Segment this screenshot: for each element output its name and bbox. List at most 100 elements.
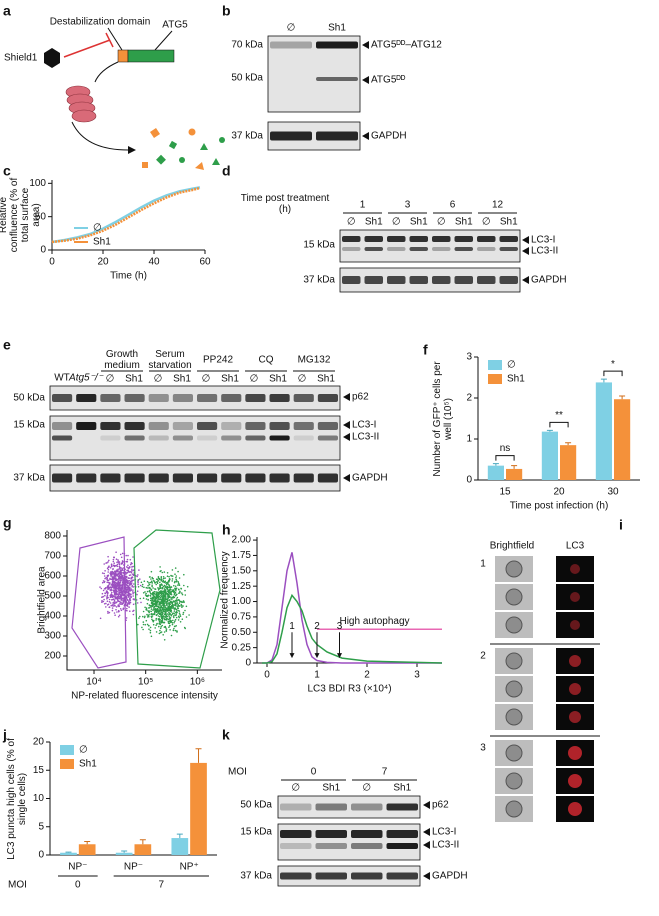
scatter-dot [174, 602, 177, 605]
scatter-dot [156, 599, 159, 601]
y-tick-label: 0.25 [232, 642, 252, 653]
band [269, 394, 290, 402]
scatter-dot [152, 598, 154, 600]
scatter-dot [148, 611, 150, 614]
scatter-dot [164, 594, 166, 596]
panel-label: g [3, 515, 12, 531]
scatter-dot [117, 580, 120, 582]
scatter-dot [141, 626, 143, 629]
band [172, 473, 193, 483]
scatter-dot [168, 579, 170, 582]
scatter-dot [173, 581, 176, 584]
lane-label: Sh1 [455, 217, 473, 228]
band [342, 276, 361, 284]
scatter-dot [159, 623, 161, 625]
scatter-dot [160, 577, 163, 579]
scatter-dot [126, 558, 129, 561]
scatter-dot [146, 616, 149, 618]
kda-label: 37 kDa [303, 275, 335, 286]
scatter-dot [113, 584, 116, 586]
legend-swatch [60, 759, 74, 769]
scatter-dot [121, 572, 123, 574]
scatter-dot [126, 603, 129, 606]
scatter-dot [131, 579, 133, 582]
scatter-dot [101, 599, 103, 602]
scatter-dot [168, 599, 171, 601]
scatter-dot [115, 608, 117, 611]
scatter-dot [175, 576, 177, 579]
scatter-dot [141, 583, 144, 586]
band [477, 236, 496, 242]
scatter-dot [174, 629, 177, 632]
scatter-dot [148, 583, 151, 586]
scatter-dot [112, 568, 114, 570]
scatter-dot [130, 588, 132, 590]
legend-label: ∅ [93, 223, 102, 234]
scatter-dot [179, 613, 181, 616]
scatter-dot [164, 606, 167, 609]
scatter-dot [107, 592, 109, 594]
band [409, 247, 428, 251]
x-tick-label: 20 [97, 257, 109, 268]
band-label: LC3-II [352, 432, 379, 443]
scatter-dot [164, 595, 167, 597]
scatter-dot [149, 626, 152, 629]
panel-label: b [222, 3, 231, 19]
scatter-dot [109, 596, 112, 598]
y-tick-label: 5 [38, 821, 44, 832]
scatter-dot [161, 580, 164, 583]
scatter-dot [116, 584, 118, 586]
scatter-dot [129, 574, 132, 576]
time-label: 6 [450, 200, 456, 211]
inhibition-line [63, 39, 111, 58]
scatter-dot [160, 598, 163, 601]
scatter-dot [166, 587, 169, 589]
scatter-dot [121, 587, 123, 590]
scatter-dot [137, 574, 139, 576]
scatter-dot [183, 584, 185, 587]
scatter-dot [136, 602, 139, 604]
scatter-dot [177, 619, 180, 621]
marker-label: 1 [289, 621, 295, 632]
scatter-dot [149, 599, 152, 602]
scatter-dot [106, 600, 109, 602]
band [245, 435, 266, 441]
scatter-dot [171, 575, 174, 577]
scatter-dot [161, 624, 163, 627]
scatter-dot [101, 581, 104, 584]
scatter-dot [177, 570, 179, 573]
scatter-dot [158, 632, 161, 635]
scatter-dot [171, 623, 174, 626]
band [386, 830, 418, 838]
scatter-dot [180, 603, 183, 606]
shield-label: Shield1 [4, 53, 38, 64]
scatter-dot [112, 581, 114, 584]
panel-label: k [222, 727, 230, 743]
scatter-dot [171, 601, 174, 604]
scatter-dot [115, 606, 118, 608]
band [245, 394, 266, 402]
band-pointer [343, 393, 350, 401]
scatter-dot [150, 588, 153, 591]
kda-label: 50 kDa [13, 393, 45, 404]
scatter-dot [106, 581, 108, 584]
scatter-dot [144, 615, 146, 618]
scatter-dot [127, 580, 129, 582]
scatter-dot [122, 575, 124, 577]
arrowhead [128, 146, 136, 154]
blot [49, 385, 341, 411]
y-tick-label: 700 [44, 551, 61, 562]
scatter-dot [147, 594, 150, 597]
scatter-dot [153, 602, 155, 605]
band [409, 276, 428, 284]
scatter-dot [178, 602, 181, 604]
scatter-dot [160, 595, 163, 598]
band [100, 394, 121, 402]
scatter-dot [131, 591, 134, 593]
kda-label: 70 kDa [231, 40, 263, 51]
y-tick-label: 1 [466, 434, 472, 445]
scatter-dot [129, 582, 131, 584]
scatter-dot [126, 560, 129, 563]
lane-label: Sh1 [328, 23, 346, 34]
scatter-dot [153, 619, 155, 622]
